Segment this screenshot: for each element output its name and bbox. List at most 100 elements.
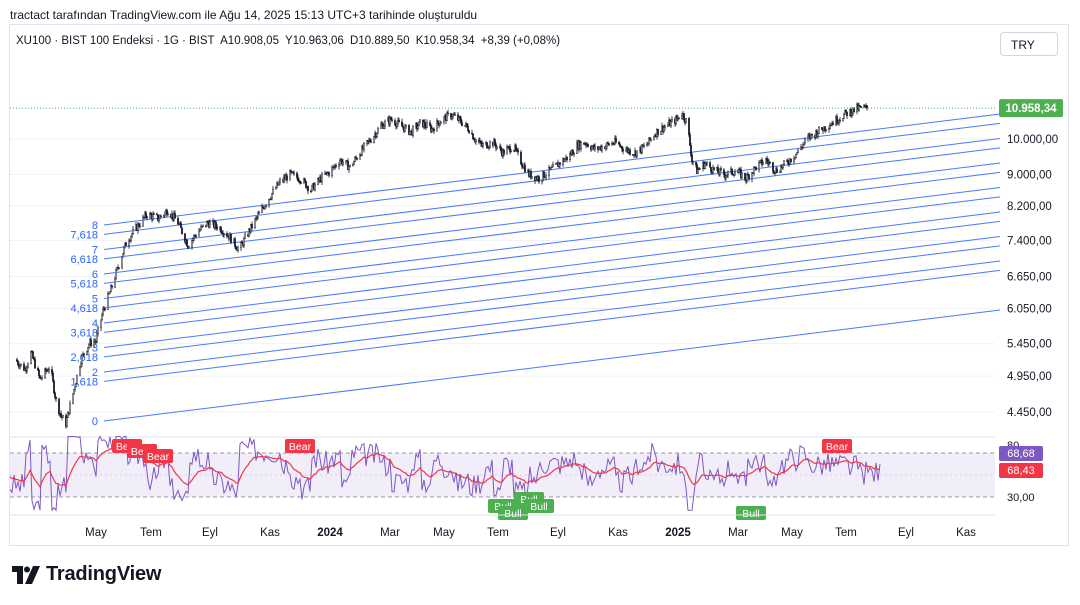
fib-level-label: 5,618	[70, 278, 98, 290]
candle-body	[524, 165, 526, 173]
fib-channel-line	[103, 269, 1001, 382]
candle-body	[51, 369, 53, 374]
candle	[683, 112, 685, 123]
candle-body	[496, 146, 498, 149]
candle	[636, 150, 638, 158]
candle-body	[96, 333, 98, 342]
candle-body	[650, 138, 652, 141]
candle	[248, 227, 250, 238]
candle-body	[58, 398, 60, 415]
candle-body	[418, 121, 420, 127]
time-axis-label: Tem	[835, 527, 857, 539]
candle-body	[437, 120, 439, 124]
time-axis-label: May	[85, 527, 107, 539]
candle-body	[377, 128, 379, 134]
candle-body	[433, 128, 435, 132]
candle	[121, 255, 123, 270]
candle	[795, 153, 797, 159]
candle	[201, 225, 203, 229]
candle-body	[138, 223, 140, 227]
candle-body	[468, 130, 470, 134]
candle	[234, 236, 236, 249]
candle-body	[192, 238, 194, 241]
candle-body	[32, 351, 34, 359]
candle-body	[26, 366, 28, 371]
candle	[793, 155, 795, 165]
candle	[706, 160, 708, 167]
candle-body	[156, 213, 158, 216]
candle	[184, 232, 186, 244]
fib-channel-line	[103, 162, 1001, 275]
candle-body	[300, 182, 302, 184]
candle-body	[460, 118, 462, 124]
candle-body	[587, 144, 589, 148]
candle	[446, 111, 448, 122]
candle-body	[773, 171, 775, 173]
candle-body	[83, 353, 85, 355]
candle-body	[349, 164, 351, 167]
candle-body	[782, 163, 784, 168]
candle-body	[405, 124, 407, 127]
candle-body	[391, 119, 393, 121]
candle-body	[206, 221, 208, 227]
candle	[671, 116, 673, 123]
currency-button[interactable]: TRY	[1000, 32, 1058, 56]
candle	[286, 173, 288, 184]
candle	[391, 116, 393, 123]
candle-body	[129, 240, 131, 242]
candle	[452, 113, 454, 120]
candle-body	[776, 168, 778, 173]
candle	[678, 117, 680, 120]
candle-body	[62, 415, 64, 418]
candle-body	[347, 160, 349, 171]
candle	[195, 233, 197, 238]
price-axis-label: 9.000,00	[1007, 170, 1052, 182]
candle	[52, 371, 54, 383]
candle	[150, 212, 152, 216]
candle-body	[235, 246, 237, 250]
candle-body	[766, 158, 768, 162]
candle-body	[131, 233, 133, 237]
candle	[361, 144, 363, 157]
candle	[531, 176, 533, 179]
candle	[773, 170, 775, 175]
candle-body	[146, 216, 148, 218]
candle	[804, 137, 806, 145]
candle	[619, 142, 621, 148]
candle-body	[503, 149, 505, 155]
candle-body	[605, 145, 607, 150]
candle	[450, 112, 452, 120]
candle	[776, 166, 778, 174]
candle-body	[139, 225, 141, 228]
candle	[524, 162, 526, 174]
candle	[181, 227, 183, 235]
candle	[156, 212, 158, 216]
candle	[829, 122, 831, 130]
candle-body	[76, 374, 78, 384]
tradingview-logo[interactable]: TradingView	[12, 563, 161, 586]
candle	[244, 231, 246, 240]
candle	[177, 216, 179, 225]
candle	[461, 119, 463, 127]
candle	[160, 215, 162, 218]
candle-body	[314, 184, 316, 191]
candle-body	[19, 364, 21, 368]
candle	[55, 396, 57, 403]
candle-body	[727, 170, 729, 176]
candle	[377, 126, 379, 134]
candle	[149, 211, 151, 220]
candle	[192, 236, 194, 244]
candle	[454, 112, 456, 116]
candle-body	[515, 145, 517, 150]
candle	[398, 117, 400, 123]
candle-body	[660, 130, 662, 135]
candle	[796, 152, 798, 156]
candle	[307, 185, 309, 195]
candle-body	[467, 126, 469, 132]
candle-body	[591, 146, 593, 151]
time-axis-label: May	[433, 527, 455, 539]
fib-level-label: 6	[92, 269, 98, 281]
candle-body	[195, 235, 197, 237]
candle-body	[744, 172, 746, 180]
